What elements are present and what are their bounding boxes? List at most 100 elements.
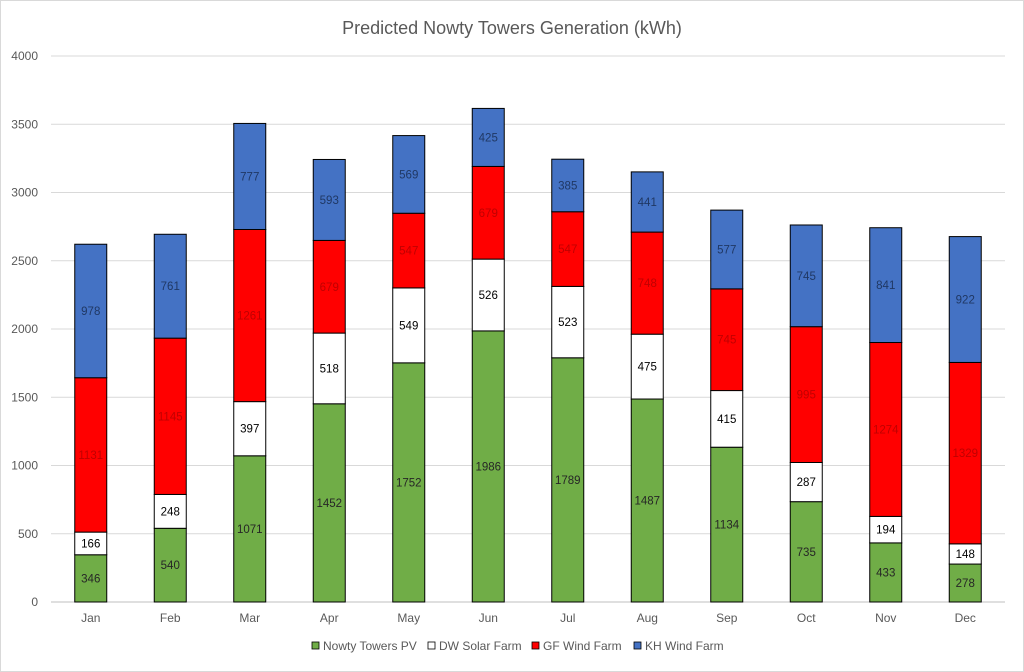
bars: 346 166 1131 978 540 248 1145 761 1071 397 1261 777…	[74, 107, 982, 603]
x-tick-label: Sep	[716, 611, 738, 625]
bar-gf-wind-farm-aug	[630, 231, 664, 335]
data-label: 148	[956, 549, 975, 561]
data-label: 978	[81, 306, 100, 318]
bar-kh-wind-farm-mar	[233, 122, 267, 230]
bar-gf-wind-farm-oct	[789, 326, 823, 463]
bar-dw-solar-farm-jun	[471, 258, 505, 332]
bar-dw-solar-farm-feb	[153, 493, 187, 529]
data-label: 745	[717, 335, 736, 347]
data-label: 248	[161, 506, 180, 518]
data-label: 425	[479, 132, 498, 144]
bar-nowty-towers-pv-jun	[471, 330, 505, 603]
data-label: 1071	[237, 524, 263, 536]
bar-dw-solar-farm-may	[392, 287, 426, 364]
data-label: 547	[558, 244, 577, 256]
data-label: 475	[638, 362, 657, 374]
legend-swatch	[311, 641, 320, 650]
bar-gf-wind-farm-mar	[233, 228, 267, 403]
data-label: 1131	[78, 450, 103, 462]
legend-swatch	[633, 641, 642, 650]
data-label: 735	[797, 547, 816, 559]
data-label: 593	[320, 195, 339, 207]
bar-kh-wind-farm-jan	[74, 243, 108, 379]
bar-dw-solar-farm-aug	[630, 333, 664, 400]
bar-nowty-towers-pv-nov	[869, 542, 903, 603]
bar-gf-wind-farm-nov	[869, 342, 903, 517]
legend-label: KH Wind Farm	[645, 639, 724, 653]
data-label: 549	[399, 320, 418, 332]
bar-gf-wind-farm-feb	[153, 337, 187, 495]
y-tick-label: 3000	[11, 186, 38, 200]
bar-dw-solar-farm-oct	[789, 461, 823, 503]
x-tick-label: Oct	[797, 611, 816, 625]
data-label: 1134	[714, 520, 739, 532]
data-label: 194	[876, 525, 896, 537]
data-label: 287	[797, 477, 816, 489]
data-label: 1274	[873, 424, 899, 436]
x-tick-label: Aug	[637, 611, 658, 625]
data-label: 278	[956, 578, 975, 590]
data-label: 1145	[158, 411, 183, 423]
x-tick-label: Apr	[320, 611, 339, 625]
data-label: 385	[558, 180, 577, 192]
bar-kh-wind-farm-may	[392, 135, 426, 214]
y-tick-label: 3500	[11, 117, 38, 131]
bar-dw-solar-farm-mar	[233, 401, 267, 457]
bar-dw-solar-farm-nov	[869, 515, 903, 544]
bar-kh-wind-farm-feb	[153, 233, 187, 339]
bar-gf-wind-farm-jul	[551, 211, 585, 287]
gridlines	[51, 55, 1005, 603]
x-axis: Jan Feb Mar Apr May Jun Jul Aug Sep Oct Nov Dec	[81, 611, 976, 625]
legend-label: Nowty Towers PV	[323, 639, 417, 653]
data-label: 523	[558, 317, 577, 329]
x-tick-label: Mar	[239, 611, 260, 625]
bar-nowty-towers-pv-jan	[74, 554, 108, 603]
data-label: 1329	[952, 448, 978, 460]
legend-swatch	[427, 641, 436, 650]
bar-kh-wind-farm-nov	[869, 227, 903, 344]
y-tick-label: 1500	[11, 390, 38, 404]
chart-title: Predicted Nowty Towers Generation (kWh)	[342, 18, 682, 38]
legend-label: DW Solar Farm	[439, 639, 522, 653]
data-label: 569	[399, 169, 418, 181]
data-label: 777	[240, 171, 259, 183]
bar-nowty-towers-pv-apr	[312, 403, 346, 603]
legend-label: GF Wind Farm	[543, 639, 622, 653]
data-label: 841	[876, 280, 895, 292]
x-tick-label: Dec	[955, 611, 976, 625]
bar-dw-solar-farm-sep	[710, 390, 744, 448]
data-label: 922	[956, 295, 975, 307]
bar-nowty-towers-pv-sep	[710, 446, 744, 603]
data-label: 679	[479, 208, 498, 220]
data-label: 397	[240, 424, 259, 436]
bar-kh-wind-farm-apr	[312, 158, 346, 241]
bar-kh-wind-farm-jun	[471, 107, 505, 167]
data-label: 745	[797, 271, 816, 283]
bar-gf-wind-farm-dec	[948, 361, 982, 545]
data-label: 1789	[555, 475, 581, 487]
x-tick-label: May	[397, 611, 420, 625]
y-tick-label: 4000	[11, 49, 38, 63]
legend: Nowty Towers PV DW Solar Farm GF Wind Farm…	[311, 639, 724, 653]
x-tick-label: Jan	[81, 611, 100, 625]
data-label: 166	[81, 538, 100, 550]
bar-kh-wind-farm-oct	[789, 224, 823, 328]
x-tick-label: Jun	[479, 611, 498, 625]
data-label: 1487	[634, 496, 660, 508]
data-label: 1261	[237, 311, 263, 323]
bar-dw-solar-farm-jul	[551, 285, 585, 359]
y-tick-label: 2500	[11, 254, 38, 268]
x-tick-label: Feb	[160, 611, 181, 625]
y-tick-label: 500	[18, 527, 38, 541]
bar-gf-wind-farm-may	[392, 212, 426, 289]
bar-nowty-towers-pv-aug	[630, 398, 664, 603]
bar-gf-wind-farm-apr	[312, 239, 346, 334]
data-label: 547	[399, 246, 418, 258]
data-label: 540	[161, 560, 180, 572]
bar-kh-wind-farm-aug	[630, 171, 664, 233]
y-tick-label: 2000	[11, 322, 38, 336]
data-label: 346	[81, 573, 100, 585]
data-label: 526	[479, 290, 498, 302]
data-label: 748	[638, 278, 657, 290]
data-label: 995	[797, 390, 816, 402]
